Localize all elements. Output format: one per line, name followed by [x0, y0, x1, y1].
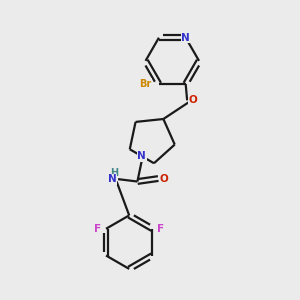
Text: N: N	[108, 174, 117, 184]
Text: O: O	[159, 173, 168, 184]
Text: O: O	[188, 95, 197, 105]
Text: F: F	[157, 224, 164, 234]
Text: H: H	[110, 168, 118, 178]
Text: N: N	[181, 33, 190, 43]
Text: Br: Br	[139, 79, 152, 89]
Text: F: F	[94, 224, 101, 234]
Text: N: N	[137, 151, 146, 161]
